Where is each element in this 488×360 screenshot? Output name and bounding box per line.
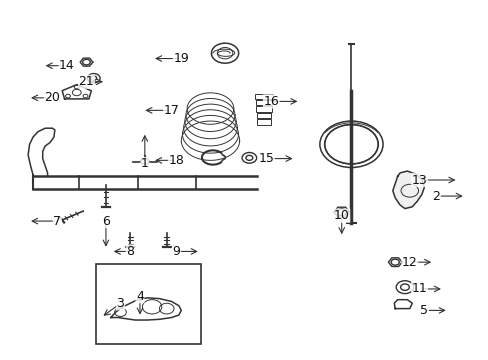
Circle shape: [141, 158, 148, 164]
Text: 8: 8: [126, 245, 134, 258]
Polygon shape: [392, 171, 424, 208]
Text: 9: 9: [172, 245, 180, 258]
Text: 20: 20: [44, 91, 60, 104]
Bar: [256, 113, 271, 118]
Text: 4: 4: [136, 289, 143, 303]
Text: 19: 19: [173, 52, 189, 65]
Text: 14: 14: [59, 59, 75, 72]
Text: 16: 16: [263, 95, 279, 108]
Bar: [257, 119, 270, 125]
Bar: [96, 264, 201, 344]
Text: 15: 15: [258, 152, 274, 165]
Text: 6: 6: [102, 215, 110, 228]
Text: 13: 13: [411, 174, 427, 186]
Text: 10: 10: [333, 209, 349, 222]
Text: 11: 11: [411, 283, 427, 296]
Text: 12: 12: [401, 256, 417, 269]
Text: 3: 3: [116, 297, 124, 310]
Text: 17: 17: [163, 104, 179, 117]
Text: 18: 18: [168, 154, 184, 167]
Polygon shape: [62, 85, 91, 99]
Text: 7: 7: [53, 215, 61, 228]
Bar: [256, 107, 271, 112]
Text: 21: 21: [79, 75, 94, 88]
Text: 1: 1: [141, 157, 148, 170]
Text: 5: 5: [420, 304, 427, 317]
Text: 2: 2: [432, 190, 440, 203]
Bar: [255, 94, 272, 99]
Bar: [255, 100, 272, 105]
